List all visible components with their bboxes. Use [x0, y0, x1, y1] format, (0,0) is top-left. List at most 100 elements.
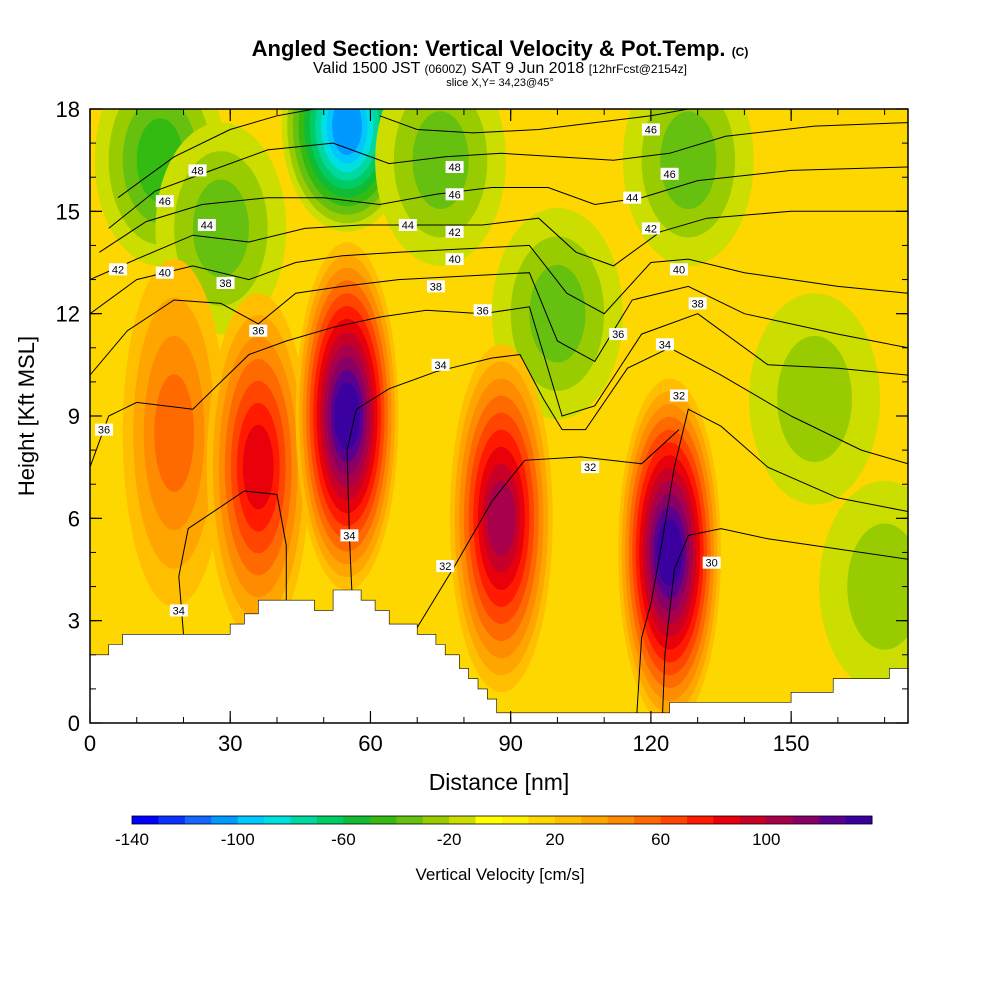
contour-label-text: 34 [659, 339, 671, 351]
y-tick-label: 12 [56, 302, 80, 327]
contour-label-text: 44 [201, 220, 213, 232]
contour-label: 32 [436, 560, 455, 573]
colorbar-swatch [184, 816, 212, 824]
contour-label-bg [95, 423, 114, 436]
contour-label-bg [669, 263, 688, 276]
contour-label-bg [641, 222, 660, 235]
contour-label-text: 46 [159, 196, 171, 208]
contour-label-text: 38 [219, 278, 231, 290]
contour-label: 42 [641, 222, 660, 235]
theta-contour-30 [662, 528, 908, 713]
colorbar-tick-label: -100 [221, 830, 255, 849]
updraft-level [487, 480, 516, 556]
contour-label-bg [641, 123, 660, 136]
contour-label: 46 [641, 123, 660, 136]
y-tick-label: 6 [68, 506, 80, 531]
contour-label-text: 46 [448, 189, 460, 201]
colorbar-tick-label: 100 [752, 830, 780, 849]
contour-label: 34 [340, 529, 359, 542]
potential-temperature-contours [90, 109, 908, 713]
theta-contour-34 [346, 347, 908, 591]
colorbar-swatch [475, 816, 503, 824]
subtitle-forecast: [12hrFcst@2154z] [588, 62, 687, 76]
downdraft-level [529, 264, 586, 363]
colorbar-swatch [607, 816, 635, 824]
chart-subtitle: Valid 1500 JST (0600Z) SAT 9 Jun 2018 [1… [0, 60, 1000, 78]
contour-label: 36 [249, 324, 268, 338]
contour-label: 38 [688, 297, 707, 310]
contour-label-text: 36 [477, 305, 489, 317]
contour-label-bg [445, 253, 464, 266]
contour-label: 32 [581, 461, 600, 474]
terrain-mask [90, 589, 908, 723]
colorbar-swatch [317, 816, 344, 824]
contour-label-bg [188, 164, 207, 177]
updraft-core [206, 293, 310, 642]
theta-contour-32 [636, 408, 908, 713]
colorbar-swatch [766, 816, 794, 824]
contour-label-bg [340, 529, 359, 542]
contour-label: 44 [623, 191, 642, 205]
vertical-velocity-field [90, 109, 908, 723]
contour-label: 48 [445, 160, 464, 174]
contour-label-bg [581, 461, 600, 474]
y-tick-label: 9 [68, 404, 80, 429]
colorbar-tick-label: -140 [115, 830, 149, 849]
contour-label-text: 36 [252, 326, 264, 338]
contour-label: 44 [197, 218, 216, 232]
downdraft-level [847, 523, 908, 650]
contour-label-bg [426, 280, 445, 293]
updraft-core [122, 259, 226, 608]
contour-label-bg [398, 218, 417, 231]
contour-label-text: 44 [402, 220, 414, 232]
theta-contour-44 [99, 166, 908, 253]
colorbar-tick-label: 20 [545, 830, 564, 849]
colorbar-swatch [634, 816, 662, 824]
contour-label-text: 34 [434, 360, 446, 372]
contour-label-bg [155, 266, 174, 279]
contour-label-text: 32 [584, 462, 596, 474]
updraft-core [295, 242, 399, 590]
x-tick-label: 60 [358, 731, 382, 756]
contour-label-bg [249, 324, 268, 337]
colorbar-swatch [687, 816, 714, 824]
contour-label-text: 38 [430, 281, 442, 293]
x-tick-label: 150 [773, 731, 810, 756]
contour-label-text: 46 [645, 124, 657, 136]
downdraft-core [819, 480, 908, 693]
theta-contour-48 [117, 109, 315, 199]
contour-label-bg [169, 604, 188, 617]
contour-label-text: 30 [706, 558, 718, 570]
contour-label: 36 [473, 304, 492, 317]
contour-label: 38 [426, 280, 445, 293]
colorbar-label: Vertical Velocity [cm/s] [415, 865, 584, 884]
contour-label-bg [609, 328, 628, 341]
contour-label: 30 [702, 556, 721, 570]
contour-label: 42 [445, 225, 464, 239]
contour-label-bg [431, 358, 450, 371]
colorbar-swatch [660, 816, 688, 824]
downdraft-level [660, 111, 717, 210]
colorbar-swatch [819, 816, 847, 824]
contour-label: 34 [655, 338, 674, 351]
chart-title: Angled Section: Vertical Velocity & Pot.… [0, 36, 1000, 62]
downdraft-core [375, 109, 506, 266]
slice-label: slice X,Y= 34,23@45° [446, 77, 554, 89]
contour-label-bg [702, 556, 721, 569]
colorbar-swatch [792, 816, 820, 824]
colorbar-swatch [369, 816, 397, 824]
x-tick-label: 0 [84, 731, 96, 756]
colorbar-swatch [237, 816, 265, 824]
x-axis-label: Distance [nm] [429, 769, 570, 795]
contour-label: 40 [445, 253, 464, 266]
colorbar-swatch [554, 816, 582, 824]
contour-label-text: 46 [663, 169, 675, 181]
contour-labels: 48 46 44 42 40 38 36 36 34 34 48 46 44 42 40 38 36 34 32 32… [95, 123, 721, 617]
title-text: Angled Section: Vertical Velocity & Pot.… [251, 36, 726, 61]
subtitle-valid: Valid 1500 JST [313, 60, 421, 77]
subtitle-zulu: (0600Z) [424, 62, 467, 76]
contour-label-bg [655, 338, 674, 351]
contour-label: 36 [95, 423, 114, 437]
theta-contour-40 [90, 244, 908, 315]
